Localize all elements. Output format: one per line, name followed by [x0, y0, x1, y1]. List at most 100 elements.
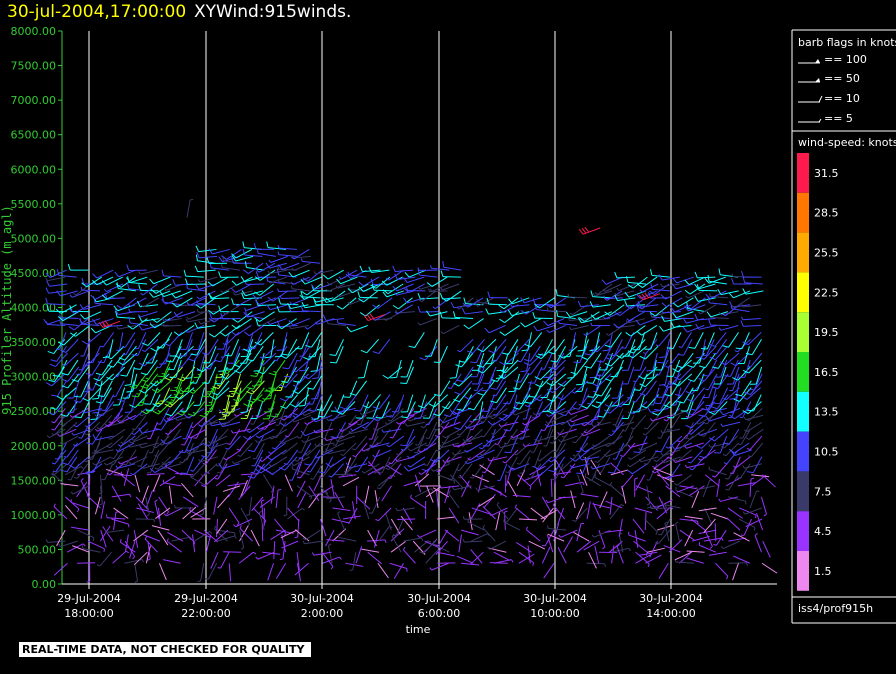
wind-barb: [569, 324, 589, 331]
wind-barb: [124, 394, 137, 413]
wind-barb: [560, 463, 576, 479]
wind-barb: [695, 323, 717, 330]
wind-barb: [94, 496, 101, 515]
speed-legend-label: 1.5: [814, 565, 832, 578]
wind-barb: [219, 394, 230, 414]
wind-barb: [157, 408, 170, 425]
barb-legend-pennant: [815, 59, 820, 63]
wind-barb: [216, 518, 219, 538]
wind-barb: [683, 422, 694, 440]
wind-barb: [51, 449, 67, 465]
wind-barb: [666, 332, 682, 350]
wind-barb: [385, 269, 404, 281]
wind-barb: [703, 339, 715, 357]
wind-barb: [572, 394, 590, 410]
wind-barb: [56, 269, 77, 278]
wind-barb: [314, 449, 334, 459]
x-tick-time: 14:00:00: [646, 607, 695, 620]
wind-barb: [663, 544, 681, 553]
wind-barb: [505, 467, 515, 486]
wind-barb: [226, 380, 242, 398]
wind-barb: [430, 265, 450, 271]
barb-legend-pennant: [815, 78, 820, 82]
wind-barb: [46, 280, 68, 287]
wind-barb: [414, 401, 428, 419]
wind-barb: [482, 524, 496, 542]
wind-barb: [616, 544, 624, 564]
speed-legend-swatch: [797, 471, 809, 512]
wind-barb: [741, 303, 762, 308]
wind-barb: [685, 414, 705, 429]
wind-barb: [485, 308, 507, 315]
wind-barb: [626, 311, 645, 322]
wind-barb: [201, 474, 219, 487]
wind-barb: [199, 496, 207, 516]
wind-barb: [397, 518, 416, 521]
wind-barb: [190, 507, 207, 518]
wind-barb: [338, 474, 357, 478]
wind-barb: [219, 325, 241, 337]
wind-barb: [658, 496, 668, 514]
wind-barb: [707, 296, 728, 306]
wind-barb: [291, 456, 310, 467]
wind-barb: [357, 408, 369, 426]
wind-barb: [588, 463, 600, 481]
wind-barb: [684, 283, 706, 295]
wind-barb: [216, 529, 236, 536]
wind-barb: [577, 474, 584, 495]
wind-barb: [602, 311, 622, 320]
wind-barb: [83, 352, 100, 367]
wind-barb: [117, 387, 136, 402]
wind-barb: [503, 415, 520, 432]
wind-barb: [604, 394, 624, 408]
wind-barb: [698, 507, 717, 512]
wind-barb: [573, 346, 588, 364]
wind-barb: [157, 359, 172, 378]
wind-barb: [228, 563, 232, 582]
wind-barb: [218, 353, 229, 372]
wind-barb: [194, 322, 216, 329]
wind-barb: [229, 373, 241, 392]
wind-barb: [61, 373, 80, 389]
wind-barb: [660, 449, 681, 457]
wind-barb: [279, 387, 299, 402]
wind-barb: [357, 291, 378, 299]
wind-barb: [470, 533, 491, 542]
wind-barb: [570, 359, 588, 375]
wind-barb: [742, 276, 763, 285]
wind-barb: [428, 394, 449, 408]
wind-barb: [264, 394, 277, 413]
wind-barb: [464, 442, 483, 453]
wind-barb: [94, 373, 114, 387]
wind-barb: [394, 273, 416, 280]
wind-barb: [124, 559, 145, 564]
wind-barb: [739, 507, 757, 519]
wind-barb: [672, 297, 694, 308]
wind-barb: [447, 373, 462, 390]
wind-barb: [444, 529, 460, 542]
wind-barb: [542, 507, 554, 523]
wind-barb: [751, 474, 770, 478]
wind-barb: [492, 345, 507, 362]
wind-barb: [283, 401, 300, 418]
wind-barb: [607, 456, 623, 474]
wind-barb: [217, 535, 237, 542]
wind-barb: [737, 346, 750, 365]
wind-barb: [592, 373, 601, 393]
wind-barb: [257, 359, 276, 375]
wind-barb: [739, 422, 752, 439]
wind-barb: [332, 507, 351, 512]
wind-barb: [185, 282, 206, 292]
wind-barb: [113, 387, 126, 406]
wind-barb: [232, 311, 253, 323]
barb-legend-label: == 50: [824, 72, 860, 85]
wind-barb: [681, 401, 694, 420]
wind-barb: [310, 353, 322, 372]
x-tick-date: 29-Jul-2004: [57, 592, 121, 605]
wind-barb: [570, 490, 576, 509]
wind-barb: [100, 501, 106, 520]
wind-barb: [336, 401, 356, 415]
wind-barb: [591, 394, 611, 409]
wind-barb: [99, 525, 111, 542]
wind-barb: [263, 474, 274, 493]
